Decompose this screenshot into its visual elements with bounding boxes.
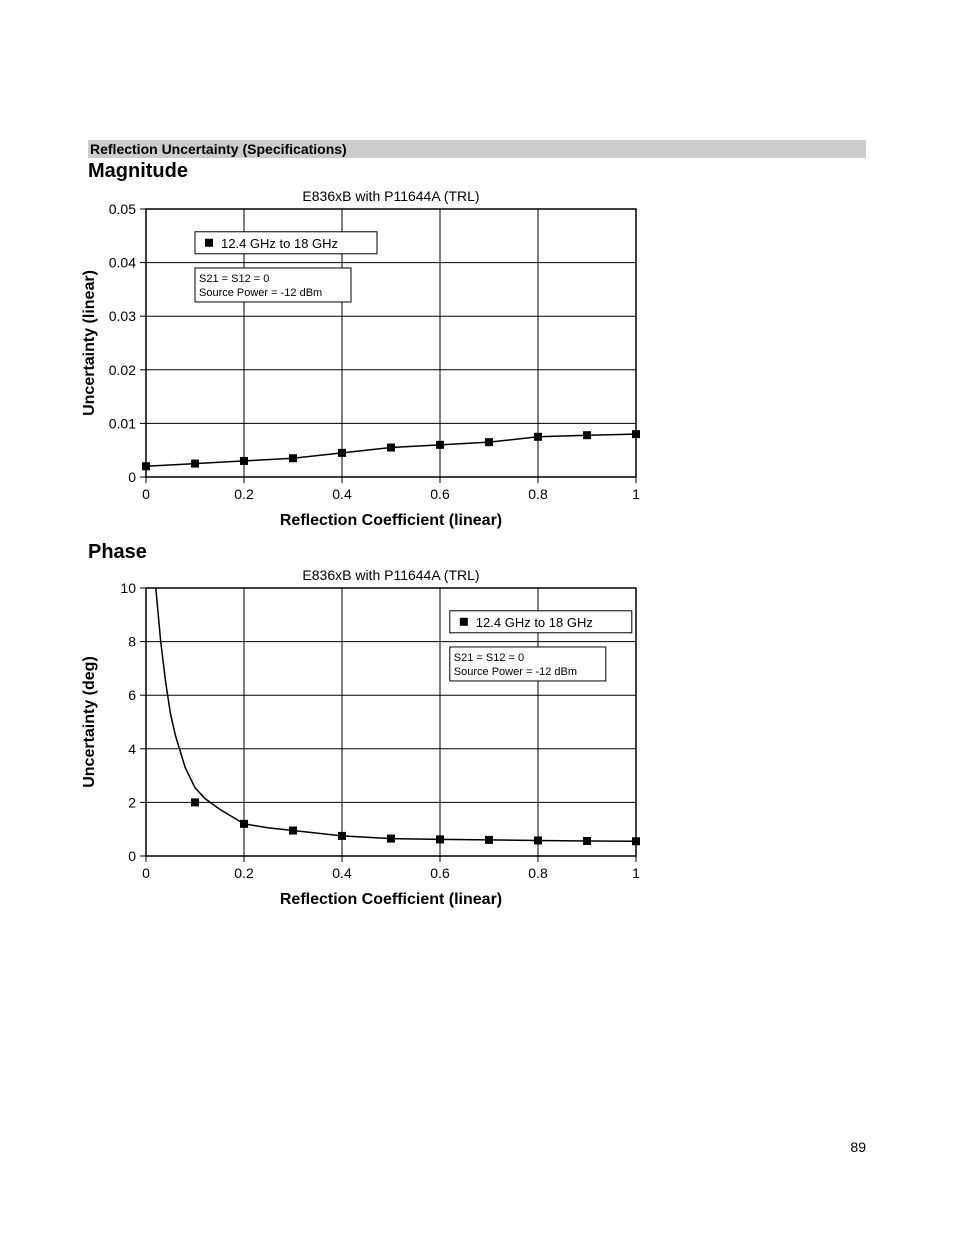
page-number: 89: [850, 1139, 866, 1155]
svg-text:E836xB with P11644A (TRL): E836xB with P11644A (TRL): [302, 188, 479, 204]
svg-text:S21 = S12 = 0: S21 = S12 = 0: [199, 273, 269, 285]
svg-text:0: 0: [128, 848, 136, 864]
svg-text:Source Power = -12 dBm: Source Power = -12 dBm: [454, 666, 577, 678]
svg-text:0.8: 0.8: [528, 865, 548, 881]
svg-text:10: 10: [120, 580, 136, 596]
svg-text:0.4: 0.4: [332, 865, 352, 881]
svg-text:8: 8: [128, 634, 136, 650]
phase-title: Phase: [88, 541, 147, 564]
svg-text:Source Power = -12 dBm: Source Power = -12 dBm: [199, 287, 322, 299]
svg-text:0.2: 0.2: [234, 865, 254, 881]
svg-text:2: 2: [128, 794, 136, 810]
svg-text:12.4 GHz to 18 GHz: 12.4 GHz to 18 GHz: [476, 615, 593, 630]
page: Reflection Uncertainty (Specifications) …: [0, 0, 954, 1235]
phase-chart: 00.20.40.60.810246810Reflection Coeffici…: [78, 564, 648, 919]
svg-text:0.6: 0.6: [430, 865, 450, 881]
magnitude-chart: 0 0.2 0.4 0.6 0.8 1 0 0.01 0.02 0.03 0.04 0.05 Refle…: [78, 185, 648, 540]
svg-text:0: 0: [128, 469, 136, 485]
svg-text:Uncertainty (deg): Uncertainty (deg): [81, 656, 98, 788]
svg-text:Reflection Coefficient (linear: Reflection Coefficient (linear): [280, 891, 502, 908]
svg-text:1: 1: [632, 865, 640, 881]
svg-text:0.03: 0.03: [109, 308, 136, 324]
svg-text:0.05: 0.05: [109, 201, 136, 217]
svg-text:E836xB with P11644A (TRL): E836xB with P11644A (TRL): [302, 567, 479, 583]
svg-text:0.2: 0.2: [234, 486, 254, 502]
svg-text:4: 4: [128, 741, 136, 757]
svg-text:S21 = S12 = 0: S21 = S12 = 0: [454, 652, 524, 664]
section-header: Reflection Uncertainty (Specifications): [88, 140, 866, 158]
svg-text:0.6: 0.6: [430, 486, 450, 502]
svg-text:1: 1: [632, 486, 640, 502]
svg-text:0.02: 0.02: [109, 362, 136, 378]
svg-text:0.01: 0.01: [109, 415, 136, 431]
magnitude-title: Magnitude: [88, 160, 188, 183]
svg-text:0: 0: [142, 865, 150, 881]
svg-text:0.4: 0.4: [332, 486, 352, 502]
svg-text:0: 0: [142, 486, 150, 502]
svg-text:12.4 GHz to 18 GHz: 12.4 GHz to 18 GHz: [221, 236, 338, 251]
svg-text:Uncertainty (linear): Uncertainty (linear): [81, 270, 98, 416]
svg-text:Reflection Coefficient (linear: Reflection Coefficient (linear): [280, 512, 502, 529]
svg-text:6: 6: [128, 687, 136, 703]
svg-text:0.8: 0.8: [528, 486, 548, 502]
svg-text:0.04: 0.04: [109, 255, 136, 271]
